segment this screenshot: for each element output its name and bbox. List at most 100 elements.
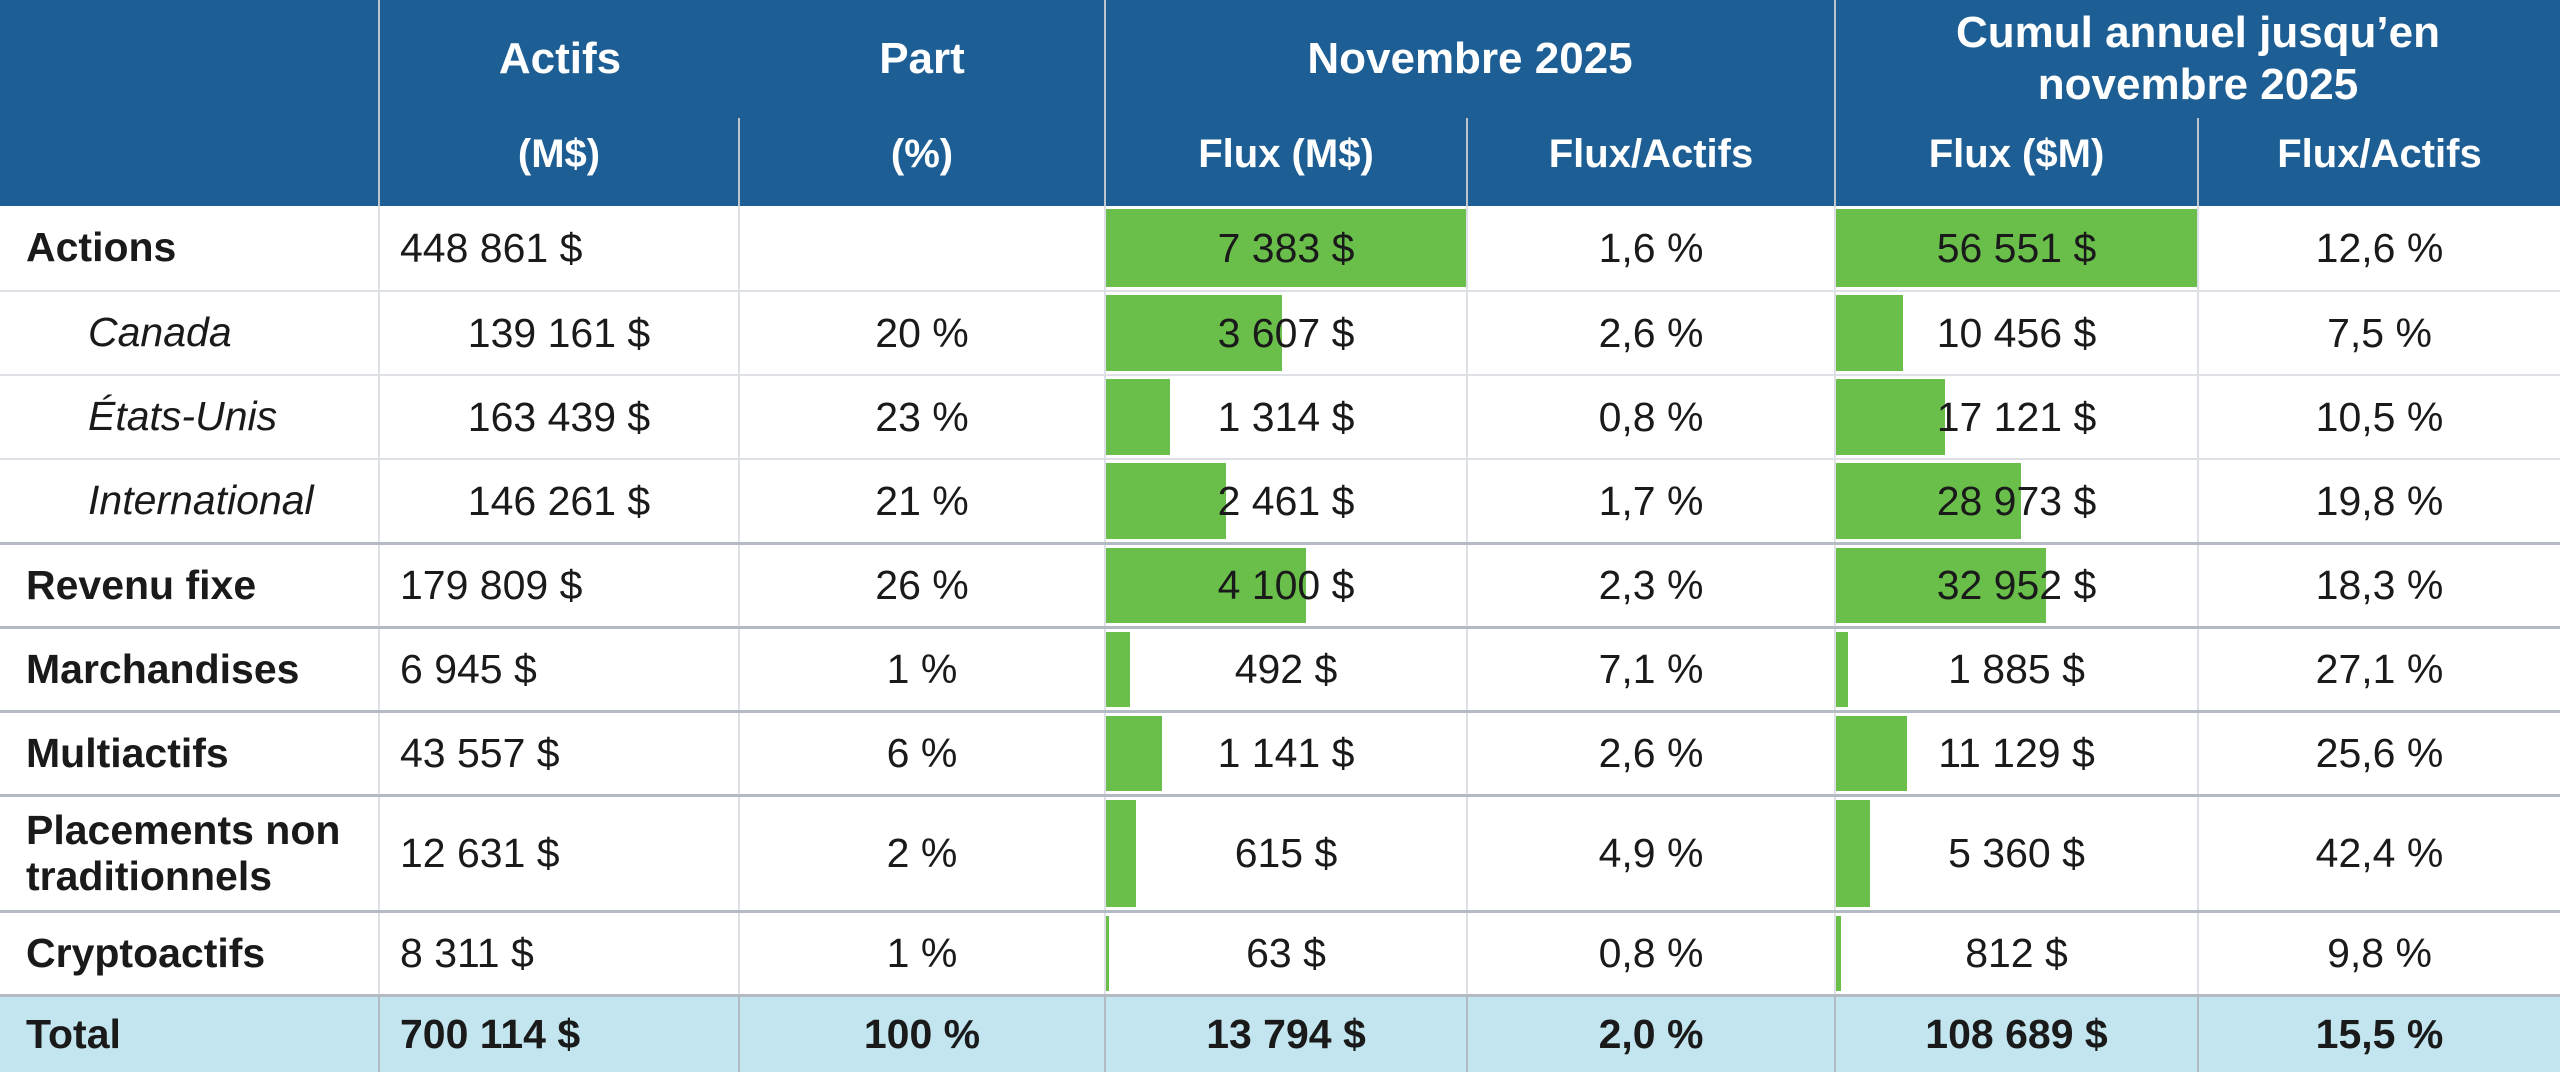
month-flow-cell: 492 $ (1106, 629, 1468, 710)
header-part-unit: (%) (740, 118, 1106, 206)
month-flow-bar (1106, 295, 1282, 371)
table-header: Actifs Part Novembre 2025 Cumul annuel j… (0, 0, 2560, 206)
month-ratio-cell: 0,8 % (1468, 913, 1836, 994)
total-ytd-ratio-cell: 15,5 % (2199, 997, 2560, 1072)
ytd-flow-bar (1836, 632, 1849, 707)
assets-cell: 146 261 $ (380, 460, 740, 542)
ytd-flow-cell: 11 129 $ (1836, 713, 2199, 794)
month-flow-bar (1106, 632, 1130, 707)
ytd-flow-bar (1836, 295, 1903, 371)
month-ratio-cell: 2,6 % (1468, 713, 1836, 794)
ytd-ratio-cell: 10,5 % (2199, 376, 2560, 458)
month-flow-value: 2 461 $ (1217, 477, 1355, 524)
header-part: Part (740, 0, 1106, 118)
share-value: 1 % (886, 646, 958, 692)
assets-cell: 8 311 $ (380, 913, 740, 994)
total-share-cell: 100 % (740, 997, 1106, 1072)
month-flow-cell: 3 607 $ (1106, 292, 1468, 374)
month-ratio-value: 1,6 % (1598, 224, 1704, 271)
month-flow-value: 615 $ (1234, 830, 1338, 876)
row-label: Actions (26, 224, 177, 271)
table-row: Canada 139 161 $ 20 % 3 607 $ 2,6 % 10 4… (0, 290, 2560, 374)
total-share-value: 100 % (863, 1011, 981, 1057)
share-value: 26 % (875, 562, 969, 608)
header-month-ratio: Flux/Actifs (1468, 118, 1836, 206)
ytd-flow-cell: 5 360 $ (1836, 797, 2199, 910)
table-row: International 146 261 $ 21 % 2 461 $ 1,7… (0, 458, 2560, 542)
row-label: Revenu fixe (26, 561, 257, 608)
total-month-flow-value: 13 794 $ (1206, 1011, 1366, 1057)
ytd-ratio-value: 9,8 % (2327, 930, 2432, 976)
header-group-ytd-label: Cumul annuel jusqu’en novembre 2025 (1955, 8, 2441, 109)
month-flow-value: 1 314 $ (1217, 393, 1355, 440)
share-cell: 20 % (740, 292, 1106, 374)
ytd-flow-bar (1836, 916, 1842, 991)
assets-value: 43 557 $ (400, 730, 560, 776)
total-ytd-flow-cell: 108 689 $ (1836, 997, 2199, 1072)
header-month-flux: Flux (M$) (1106, 118, 1468, 206)
ytd-flow-value: 17 121 $ (1936, 393, 2097, 440)
ytd-ratio-cell: 18,3 % (2199, 545, 2560, 626)
assets-value: 6 945 $ (400, 646, 537, 692)
ytd-ratio-cell: 7,5 % (2199, 292, 2560, 374)
row-label-cell: Cryptoactifs (0, 913, 380, 994)
table-row: États-Unis 163 439 $ 23 % 1 314 $ 0,8 % … (0, 374, 2560, 458)
share-value: 2 % (886, 830, 958, 876)
header-group-month: Novembre 2025 (1106, 0, 1836, 118)
ytd-ratio-value: 25,6 % (2315, 730, 2444, 776)
month-flow-bar (1106, 916, 1110, 991)
table-row: Marchandises 6 945 $ 1 % 492 $ 7,1 % 1 8… (0, 626, 2560, 710)
month-flow-bar (1106, 379, 1171, 455)
assets-cell: 179 809 $ (380, 545, 740, 626)
month-flow-bar (1106, 548, 1306, 623)
ytd-flow-value: 56 551 $ (1936, 224, 2097, 271)
ytd-flow-bar (1836, 800, 1871, 907)
total-month-flow-cell: 13 794 $ (1106, 997, 1468, 1072)
month-flow-value: 4 100 $ (1217, 562, 1355, 608)
total-month-ratio-value: 2,0 % (1598, 1011, 1704, 1057)
table-row: Placements non traditionnels 12 631 $ 2 … (0, 794, 2560, 910)
total-month-ratio-cell: 2,0 % (1468, 997, 1836, 1072)
ytd-ratio-cell: 19,8 % (2199, 460, 2560, 542)
header-empty-subcell (0, 118, 380, 206)
month-ratio-value: 2,6 % (1598, 730, 1704, 776)
assets-value: 139 161 $ (467, 309, 651, 356)
assets-value: 8 311 $ (400, 930, 534, 976)
row-label: International (88, 477, 314, 524)
ytd-flow-bar (1836, 379, 1946, 455)
ytd-flow-value: 32 952 $ (1936, 562, 2097, 608)
ytd-flow-cell: 32 952 $ (1836, 545, 2199, 626)
total-assets-value: 700 114 $ (400, 1011, 581, 1057)
month-ratio-cell: 0,8 % (1468, 376, 1836, 458)
header-ytd-flux: Flux ($M) (1836, 118, 2199, 206)
header-row-groups: Actifs Part Novembre 2025 Cumul annuel j… (0, 0, 2560, 118)
month-ratio-cell: 1,7 % (1468, 460, 1836, 542)
month-ratio-value: 1,7 % (1598, 477, 1704, 524)
assets-cell: 12 631 $ (380, 797, 740, 910)
assets-cell: 448 861 $ (380, 206, 740, 290)
month-flow-cell: 1 141 $ (1106, 713, 1468, 794)
ytd-flow-cell: 17 121 $ (1836, 376, 2199, 458)
row-label-cell: International (0, 460, 380, 542)
header-actifs-unit: (M$) (380, 118, 740, 206)
row-label: Marchandises (26, 645, 300, 692)
month-ratio-value: 2,3 % (1598, 562, 1704, 608)
month-flow-value: 1 141 $ (1217, 730, 1355, 776)
ytd-ratio-value: 7,5 % (2327, 309, 2432, 356)
ytd-ratio-cell: 25,6 % (2199, 713, 2560, 794)
row-label: États-Unis (88, 393, 278, 440)
share-value: 23 % (875, 393, 969, 440)
total-assets-cell: 700 114 $ (380, 997, 740, 1072)
assets-value: 179 809 $ (400, 562, 583, 608)
ytd-ratio-value: 27,1 % (2315, 646, 2444, 692)
share-value: 20 % (875, 309, 969, 356)
ytd-flow-cell: 812 $ (1836, 913, 2199, 994)
ytd-flow-bar (1836, 209, 2197, 287)
ytd-flow-value: 10 456 $ (1936, 309, 2097, 356)
month-ratio-cell: 2,6 % (1468, 292, 1836, 374)
share-cell: 23 % (740, 376, 1106, 458)
ytd-ratio-value: 12,6 % (2315, 224, 2444, 271)
ytd-flow-value: 812 $ (1965, 930, 2068, 976)
ytd-flow-cell: 56 551 $ (1836, 206, 2199, 290)
